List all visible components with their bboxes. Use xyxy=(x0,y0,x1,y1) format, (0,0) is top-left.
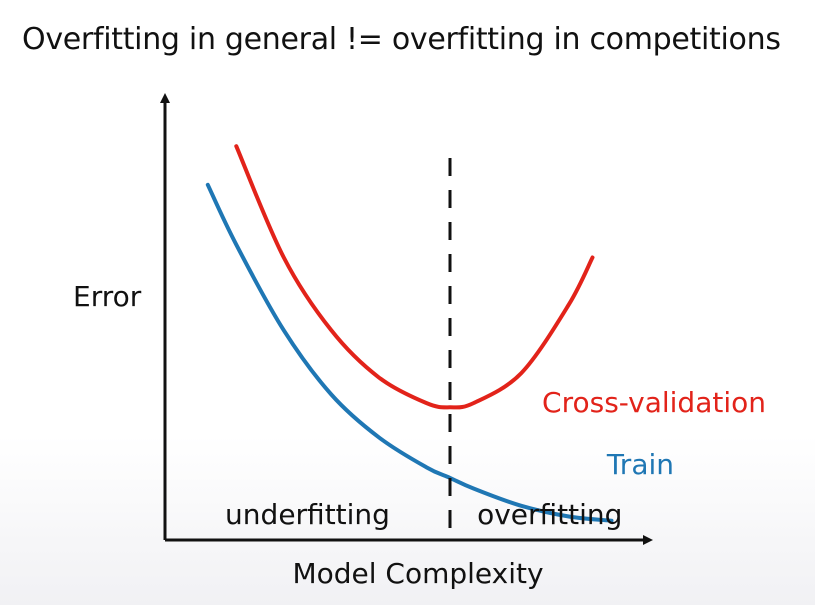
series-line-train xyxy=(205,182,614,523)
x-axis-label: Model Complexity xyxy=(292,557,543,590)
region-label-underfitting: underfitting xyxy=(225,498,390,531)
slide-title: Overfitting in general != overfitting in… xyxy=(22,22,781,57)
y-axis-label: Error xyxy=(73,280,142,313)
series-label-train: Train xyxy=(606,448,674,481)
series-line-cross-validation xyxy=(234,144,595,410)
region-label-overfitting: overfitting xyxy=(477,498,622,531)
series-label-cross-validation: Cross-validation xyxy=(542,386,766,419)
